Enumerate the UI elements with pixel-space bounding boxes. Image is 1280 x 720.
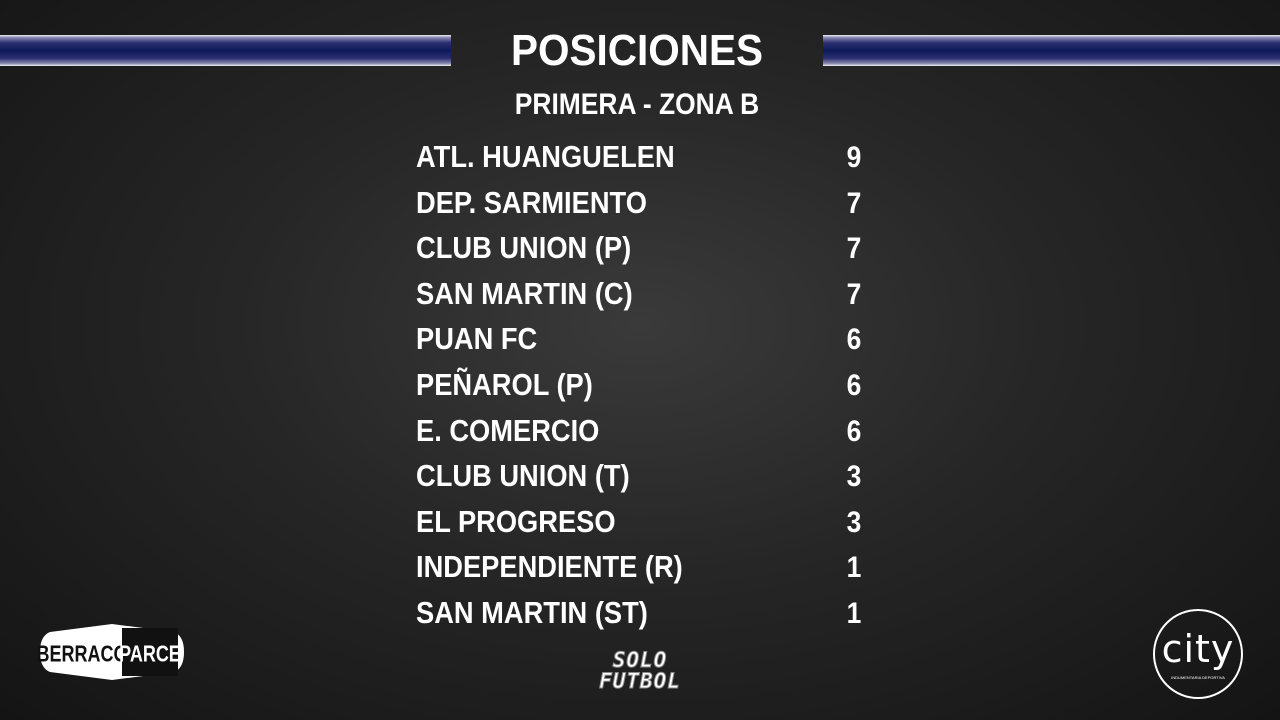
page-subtitle: PRIMERA - ZONA B (514, 88, 760, 121)
team-name: CLUB UNION (P) (416, 230, 632, 266)
solo-futbol-logo: SOLO FUTBOL (585, 648, 695, 693)
team-name: E. COMERCIO (416, 412, 600, 448)
team-name: SAN MARTIN (ST) (416, 595, 648, 630)
berraco-parce-logo: BERRACO PARCE (38, 624, 184, 680)
standings-row: CLUB UNION (T) 3 (416, 458, 876, 498)
city-logo-name: city (1161, 627, 1235, 671)
city-logo: city INDUMENTARIA DEPORTIVA (1153, 609, 1243, 699)
standings-row: EL PROGRESO 3 (416, 504, 876, 544)
team-points: 7 (846, 277, 862, 311)
team-points: 3 (846, 505, 862, 539)
team-name: EL PROGRESO (416, 503, 616, 539)
standings-row: DEP. SARMIENTO 7 (416, 185, 876, 225)
team-name: SAN MARTIN (C) (416, 275, 633, 311)
solo-futbol-line2: FUTBOL (599, 669, 681, 693)
team-points: 6 (846, 369, 862, 402)
team-name: CLUB UNION (T) (416, 458, 630, 494)
standings-row: PEÑAROL (P) 6 (416, 367, 876, 407)
standings-row: INDEPENDIENTE (R) 1 (416, 549, 876, 589)
team-points: 3 (846, 460, 862, 494)
team-points: 7 (846, 186, 862, 220)
team-points: 1 (846, 551, 862, 585)
team-points: 6 (846, 414, 862, 448)
team-points: 9 (846, 141, 862, 174)
header-stripe-left (0, 35, 451, 66)
solo-futbol-line1: SOLO (612, 648, 668, 672)
page-title: POSICIONES (511, 26, 763, 75)
team-points: 6 (846, 323, 862, 357)
team-points: 1 (846, 597, 862, 630)
team-name: DEP. SARMIENTO (416, 184, 647, 220)
team-name: PEÑAROL (P) (416, 367, 593, 402)
standings-row: SAN MARTIN (C) 7 (416, 276, 876, 316)
standings-row: SAN MARTIN (ST) 1 (416, 595, 876, 635)
team-name: INDEPENDIENTE (R) (416, 549, 683, 585)
standings-row: PUAN FC 6 (416, 321, 876, 361)
standings-row: E. COMERCIO 6 (416, 413, 876, 453)
standings-row: CLUB UNION (P) 7 (416, 230, 876, 270)
svg-text:BERRACO: BERRACO (38, 642, 127, 668)
header-stripe-right (823, 35, 1280, 66)
team-name: ATL. HUANGUELEN (416, 139, 675, 174)
team-name: PUAN FC (416, 321, 538, 357)
city-logo-tagline: INDUMENTARIA DEPORTIVA (1171, 675, 1225, 680)
standings-row: ATL. HUANGUELEN 9 (416, 139, 876, 179)
svg-text:PARCE: PARCE (119, 642, 181, 668)
team-points: 7 (846, 232, 862, 266)
